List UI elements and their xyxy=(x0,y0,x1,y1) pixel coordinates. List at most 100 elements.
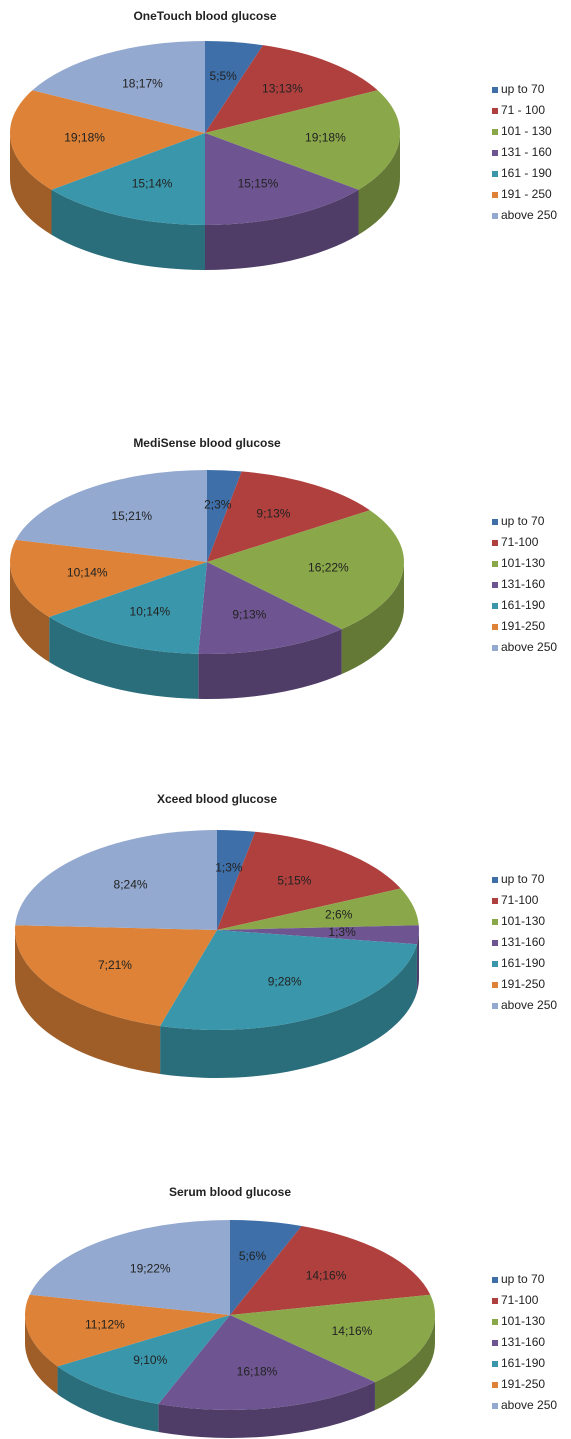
legend-swatch xyxy=(492,540,498,546)
slice xyxy=(198,562,342,655)
slice xyxy=(217,830,256,930)
slice xyxy=(32,41,205,133)
slice xyxy=(49,562,208,654)
slice xyxy=(15,830,218,930)
legend-swatch xyxy=(492,1319,498,1325)
legend-label: 101 - 130 xyxy=(501,124,552,138)
slice-side xyxy=(341,562,404,675)
data-label: 18;17% xyxy=(122,76,163,90)
data-label: 15;14% xyxy=(132,176,173,190)
data-label: 19;22% xyxy=(130,1261,171,1275)
slice xyxy=(230,1220,302,1315)
slice-side xyxy=(358,133,400,235)
legend-swatch xyxy=(492,171,498,177)
legend-swatch xyxy=(492,1340,498,1346)
data-label: 1;3% xyxy=(328,925,356,939)
legend-swatch xyxy=(492,1003,498,1009)
slice xyxy=(217,831,401,930)
slice xyxy=(158,1315,375,1410)
slice-side xyxy=(57,1366,159,1433)
legend-swatch xyxy=(492,213,498,219)
legend-swatch xyxy=(492,582,498,588)
chart-title: Serum blood glucose xyxy=(169,1185,291,1199)
data-label: 2;6% xyxy=(325,908,353,922)
slice xyxy=(10,90,206,190)
data-label: 15;21% xyxy=(111,509,152,523)
data-label: 19;18% xyxy=(64,130,105,144)
pie-chart: OneTouch blood glucose 5;5% 13;13% 19;18% 15… xyxy=(10,9,557,270)
data-label: 2;3% xyxy=(204,497,232,511)
data-label: 7;21% xyxy=(98,958,132,972)
legend-label: above 250 xyxy=(501,640,557,654)
slice-side xyxy=(49,617,199,699)
legend-swatch xyxy=(492,1298,498,1304)
slice-side xyxy=(25,1315,58,1395)
legend-label: 161 - 190 xyxy=(501,166,552,180)
data-label: 9;13% xyxy=(256,506,290,520)
slice xyxy=(205,133,359,225)
slice xyxy=(207,510,404,630)
legend-swatch xyxy=(492,1361,498,1367)
legend-label: 71-100 xyxy=(501,893,539,907)
legend-swatch xyxy=(492,192,498,198)
data-label: 5;6% xyxy=(239,1249,267,1263)
legend-swatch xyxy=(492,645,498,651)
legend-swatch xyxy=(492,87,498,93)
data-label: 16;22% xyxy=(308,560,349,574)
slice xyxy=(10,539,208,618)
slice-side xyxy=(15,930,161,1074)
legend-swatch xyxy=(492,961,498,967)
legend-label: 101-130 xyxy=(501,1314,545,1328)
legend-label: 101-130 xyxy=(501,556,545,570)
chart-title: Xceed blood glucose xyxy=(157,792,277,806)
data-label: 14;16% xyxy=(332,1324,373,1338)
slice xyxy=(15,470,207,562)
slice xyxy=(51,133,205,225)
legend-swatch xyxy=(492,561,498,567)
slice-side xyxy=(51,189,205,270)
data-label: 9;13% xyxy=(232,608,266,622)
legend-label: 71-100 xyxy=(501,535,539,549)
legend-label: 161-190 xyxy=(501,1356,545,1370)
legend-label: 191-250 xyxy=(501,1377,545,1391)
legend-label: above 250 xyxy=(501,1398,557,1412)
data-label: 14;16% xyxy=(306,1269,347,1283)
slice xyxy=(24,1294,231,1367)
data-label: 11;12% xyxy=(85,1318,125,1332)
slice xyxy=(230,1294,435,1383)
legend-label: 191-250 xyxy=(501,619,545,633)
legend-label: 131-160 xyxy=(501,577,545,591)
slice xyxy=(230,1225,431,1315)
legend-label: 131 - 160 xyxy=(501,145,552,159)
legend-swatch xyxy=(492,1277,498,1283)
legend-label: above 250 xyxy=(501,998,557,1012)
legend-swatch xyxy=(492,603,498,609)
legend-swatch xyxy=(492,108,498,114)
slice-side xyxy=(10,562,50,663)
legend-label: up to 70 xyxy=(501,1272,545,1286)
data-label: 10;14% xyxy=(130,605,171,619)
chart-title: OneTouch blood glucose xyxy=(133,9,276,23)
pie-chart: MediSense blood glucose 2;3% 9;13% 16;22% 9;… xyxy=(10,436,557,699)
legend-label: 71-100 xyxy=(501,1293,539,1307)
legend-swatch xyxy=(492,1403,498,1409)
legend-swatch xyxy=(492,877,498,883)
legend-swatch xyxy=(492,982,498,988)
legend-label: 131-160 xyxy=(501,935,545,949)
slice xyxy=(15,925,218,1026)
data-label: 5;15% xyxy=(277,873,311,887)
legend-label: up to 70 xyxy=(501,514,545,528)
slice xyxy=(29,1220,231,1315)
slice xyxy=(205,45,378,133)
slice xyxy=(207,471,370,562)
legend-label: 131-160 xyxy=(501,1335,545,1349)
slice-side xyxy=(374,1315,435,1411)
legend-swatch xyxy=(492,624,498,630)
slice xyxy=(207,470,242,562)
legend-swatch xyxy=(492,519,498,525)
legend-swatch xyxy=(492,1382,498,1388)
data-label: 9;10% xyxy=(133,1353,167,1367)
slice xyxy=(217,925,419,945)
data-label: 5;5% xyxy=(210,69,238,83)
